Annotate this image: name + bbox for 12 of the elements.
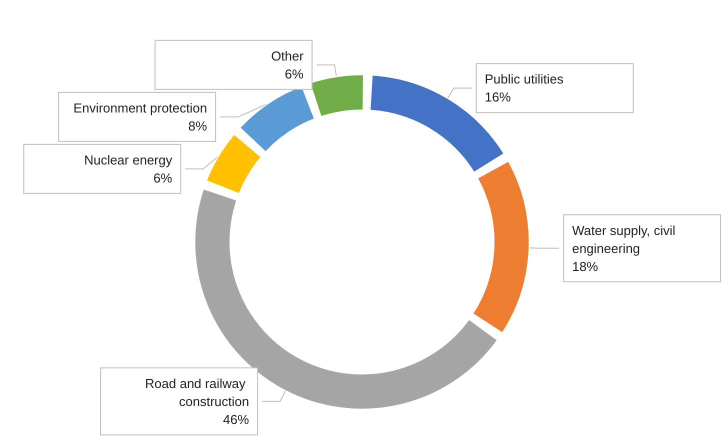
data-label: 8% — [188, 118, 208, 134]
slice-label: Public utilities — [484, 72, 564, 87]
data-label: 6% — [284, 66, 304, 82]
data-label: 16% — [484, 90, 512, 105]
data-label: 6% — [153, 170, 173, 186]
slice-label: Other — [271, 48, 304, 64]
slice-label: Water supply, civil engineering — [572, 222, 680, 256]
slice-label: Environment protection — [73, 100, 208, 116]
data-label: 18% — [572, 258, 599, 274]
data-label: 46% — [223, 412, 250, 427]
slice-label: Road and railway construction — [145, 376, 250, 409]
slice-label: Nuclear energy — [84, 152, 173, 168]
